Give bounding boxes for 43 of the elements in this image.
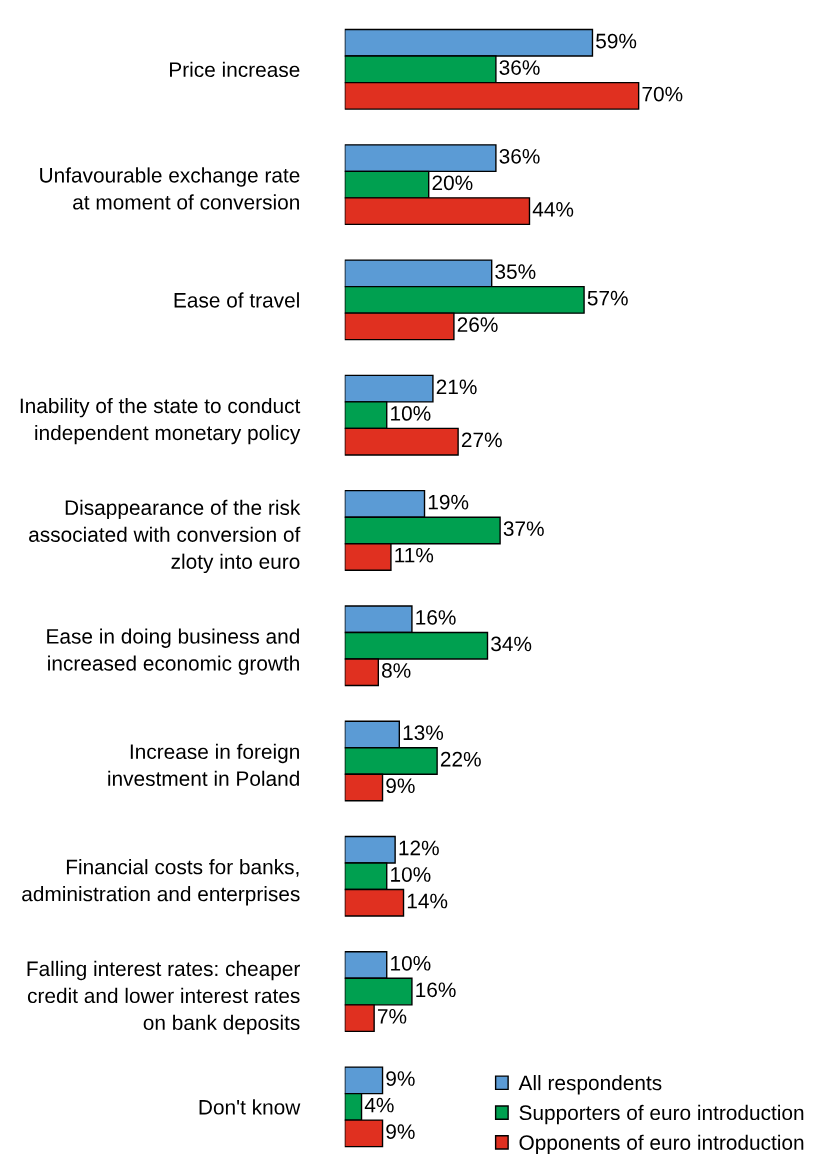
data-label: 16% <box>416 610 456 625</box>
data-label: 4% <box>364 1097 394 1113</box>
data-label: 26% <box>457 317 498 332</box>
data-label: 16% <box>416 982 456 998</box>
legend-label: Opponents of euro introduction <box>519 1134 804 1155</box>
data-label: 7% <box>377 1009 407 1024</box>
data-label: 44% <box>532 202 574 217</box>
data-label: 19% <box>428 494 469 510</box>
y-tick-label: Ease in doing business and increased economic growth <box>47 628 299 675</box>
data-label: 14% <box>407 893 448 909</box>
y-tick-label: Don't know <box>199 1099 301 1115</box>
data-label: 22% <box>440 751 481 767</box>
data-label: 59% <box>596 33 637 49</box>
data-label: 37% <box>503 521 544 537</box>
data-label: 13% <box>403 725 444 741</box>
data-label: 9% <box>386 778 415 794</box>
data-label: 10% <box>391 867 431 882</box>
data-label: 27% <box>461 432 502 448</box>
data-label: 11% <box>395 547 434 563</box>
data-label: 9% <box>386 1071 415 1086</box>
legend-label: All respondents <box>518 1074 662 1095</box>
y-tick-label: Financial costs for banks, administration and enterprises <box>22 859 300 906</box>
y-tick-label: Unfavourable exchange rate at moment of conversion <box>40 167 300 210</box>
y-tick-label: Inability of the state to conduct independent monetary policy <box>20 397 301 445</box>
data-label: 9% <box>386 1124 415 1139</box>
data-label: 57% <box>587 290 628 306</box>
data-label: 10% <box>391 406 431 421</box>
data-label: 36% <box>499 60 540 75</box>
legend-label: Supporters of euro introduction <box>519 1104 804 1125</box>
data-label: 35% <box>495 264 536 279</box>
y-tick-label: Falling interest rates: cheaper credit and lower interest rates on bank deposits <box>27 960 300 1035</box>
data-label: 34% <box>491 636 532 652</box>
data-label: 12% <box>399 840 439 856</box>
y-tick-label: Price increase <box>170 61 300 78</box>
data-label: 8% <box>382 663 411 678</box>
y-tick-label: Increase in foreign investment in Poland <box>108 743 299 787</box>
data-label: 70% <box>642 86 683 102</box>
y-tick-label: Disappearance of the risk associated with conversion of zloty into euro <box>29 499 301 574</box>
data-label: 36% <box>499 148 540 164</box>
data-label: 20% <box>432 175 473 191</box>
data-label: 10% <box>391 955 431 971</box>
data-label: 21% <box>436 379 477 395</box>
y-tick-label: Ease of travel <box>174 292 299 308</box>
